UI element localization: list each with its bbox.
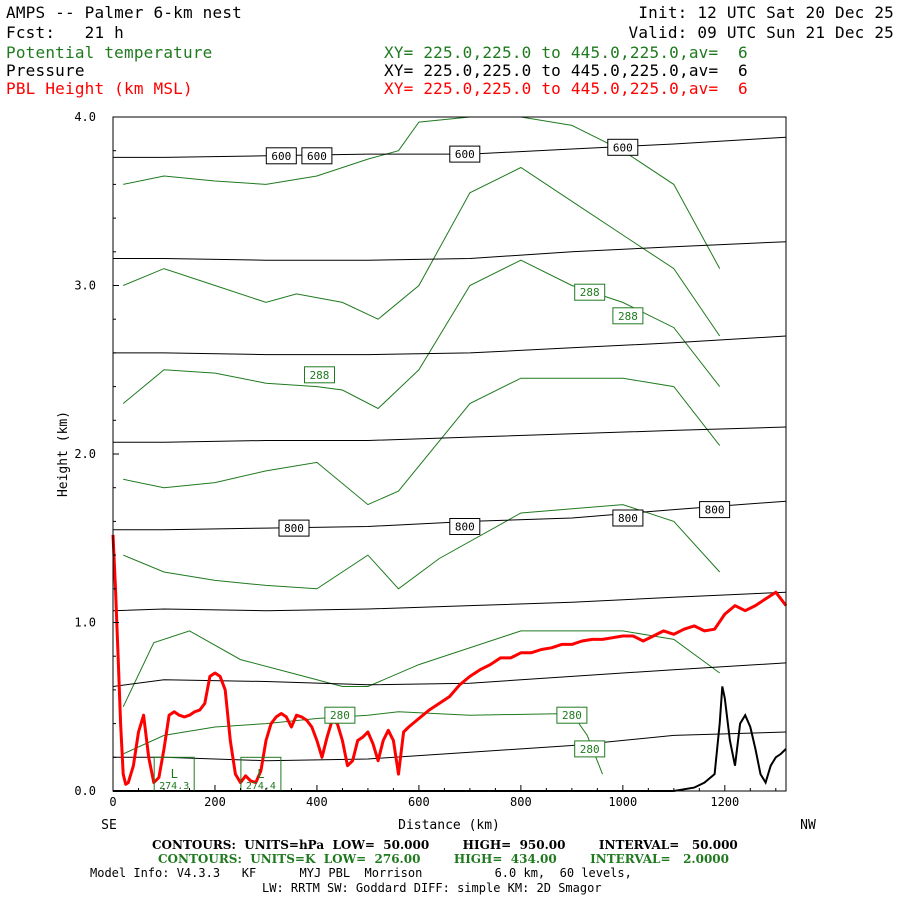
contour-label-600: 600 bbox=[271, 150, 291, 163]
pressure-contour-850-hpa bbox=[112, 591, 787, 612]
x-tick-label-0: 0 bbox=[109, 795, 116, 809]
footer-model-info: Model Info: V4.3.3 KF MYJ PBL Morrison 6… bbox=[90, 866, 632, 880]
model-title: AMPS -- Palmer 6-km nest bbox=[6, 3, 242, 22]
contour-label-box-13 bbox=[574, 740, 606, 758]
x-tick-label-1000: 1000 bbox=[608, 795, 637, 809]
pressure-contours bbox=[112, 136, 787, 762]
pressure-contour-950-hpa bbox=[113, 731, 787, 762]
contour-label-box-0 bbox=[265, 147, 297, 165]
terrain-line bbox=[113, 686, 787, 792]
theta-contour-284-k bbox=[123, 504, 721, 590]
contour-label-box-8 bbox=[574, 283, 606, 301]
contour-label-800: 800 bbox=[705, 504, 725, 517]
contour-label-box-4 bbox=[278, 519, 310, 537]
contour-label-600: 600 bbox=[307, 150, 327, 163]
x-end-label-right: NW bbox=[800, 818, 816, 833]
theta-contour-288-k bbox=[122, 259, 721, 410]
valid-time: Valid: 09 UTC Sun 21 Dec 25 bbox=[628, 23, 894, 42]
contour-label-box-12 bbox=[556, 706, 588, 724]
contour-label-280: 280 bbox=[580, 743, 600, 756]
pressure-contour-800-hpa bbox=[113, 500, 787, 531]
contour-label-600: 600 bbox=[455, 148, 475, 161]
x-tick-label-200: 200 bbox=[204, 795, 226, 809]
theta-contour-290-k bbox=[123, 166, 721, 337]
contour-label-box-2 bbox=[449, 145, 481, 163]
contour-label-600: 600 bbox=[613, 141, 633, 154]
contour-label-800: 800 bbox=[618, 512, 638, 525]
y-tick-label-1: 1.0 bbox=[74, 616, 96, 630]
contour-label-box-11 bbox=[324, 706, 356, 724]
x-tick-label-800: 800 bbox=[510, 795, 532, 809]
low-marker-letter-1: L bbox=[257, 767, 264, 781]
theta-contour-282-k bbox=[122, 630, 720, 708]
legend-pressure-label: Pressure bbox=[6, 61, 85, 80]
pressure-contour-650-hpa bbox=[113, 241, 787, 261]
footer-pressure-contours: CONTOURS: UNITS=hPa LOW= 50.000 HIGH= 95… bbox=[152, 838, 738, 852]
low-marker-value-1: 274.4 bbox=[246, 781, 276, 792]
x-tick-label-600: 600 bbox=[408, 795, 430, 809]
contour-label-288: 288 bbox=[618, 310, 638, 323]
y-tick-label-3: 3.0 bbox=[74, 279, 96, 293]
legend-theta-xy: XY= 225.0,225.0 to 445.0,225.0,av= 6 bbox=[384, 43, 748, 62]
contour-label-288: 288 bbox=[580, 286, 600, 299]
legend-pbl-xy: XY= 225.0,225.0 to 445.0,225.0,av= 6 bbox=[384, 79, 748, 98]
axes: 0 200 400 600 800 1000 1200 0.0 1.0 2.0 3.0 4.0 bbox=[74, 110, 777, 809]
y-tick-label-2: 2.0 bbox=[74, 447, 96, 461]
pressure-contour-600-hpa bbox=[113, 136, 787, 158]
contour-label-box-7 bbox=[699, 501, 731, 519]
cross-section-chart: 600 600 600 600 800 800 800 800 288 288 288 280 280 2… bbox=[56, 110, 816, 833]
x-tick-label-400: 400 bbox=[306, 795, 328, 809]
init-time: Init: 12 UTC Sat 20 Dec 25 bbox=[638, 3, 894, 22]
contour-label-box-9 bbox=[612, 307, 644, 325]
contour-label-288: 288 bbox=[310, 369, 330, 382]
low-marker-letter-0: L bbox=[171, 767, 178, 781]
contour-label-800: 800 bbox=[455, 521, 475, 534]
footer-theta-contours: CONTOURS: UNITS=K LOW= 276.00 HIGH= 434.… bbox=[158, 852, 729, 866]
contour-label-box-5 bbox=[449, 518, 481, 535]
legend-pbl-label: PBL Height (km MSL) bbox=[6, 79, 193, 98]
legend-pressure-xy: XY= 225.0,225.0 to 445.0,225.0,av= 6 bbox=[384, 61, 748, 80]
forecast-hour: Fcst: 21 h bbox=[6, 23, 124, 42]
y-tick-label-0: 0.0 bbox=[74, 784, 96, 798]
pressure-contour-900-hpa bbox=[112, 662, 787, 687]
pbl-height-line bbox=[111, 534, 788, 786]
contour-label-box-6 bbox=[612, 509, 644, 527]
pressure-contour-750-hpa bbox=[113, 426, 787, 443]
contour-label-280: 280 bbox=[330, 709, 350, 722]
contour-labels: 600 600 600 600 800 800 800 800 288 288 288 280 280 2… bbox=[265, 138, 731, 758]
theta-contour-280-k bbox=[122, 711, 603, 775]
theta-contour-286-k bbox=[123, 377, 721, 506]
legend-theta-label: Potential temperature bbox=[6, 43, 213, 62]
footer-physics: LW: RRTM SW: Goddard DIFF: simple KM: 2D… bbox=[262, 881, 602, 895]
y-axis-title: Height (km) bbox=[56, 411, 71, 497]
contour-label-800: 800 bbox=[284, 522, 304, 535]
contour-label-box-3 bbox=[607, 138, 639, 156]
x-end-label-left: SE bbox=[101, 818, 117, 833]
contour-label-280: 280 bbox=[562, 709, 582, 722]
contour-label-box-10 bbox=[304, 366, 335, 384]
pressure-contour-700-hpa bbox=[113, 335, 787, 356]
y-tick-label-4: 4.0 bbox=[74, 110, 96, 124]
low-marker-value-0: 274.3 bbox=[159, 781, 189, 792]
x-axis-title: Distance (km) bbox=[398, 818, 500, 833]
x-tick-label-1200: 1200 bbox=[710, 795, 739, 809]
pbl-height-series bbox=[111, 534, 788, 786]
terrain-profile bbox=[113, 686, 787, 792]
plot-frame bbox=[112, 116, 787, 792]
contour-label-box-1 bbox=[301, 147, 333, 165]
